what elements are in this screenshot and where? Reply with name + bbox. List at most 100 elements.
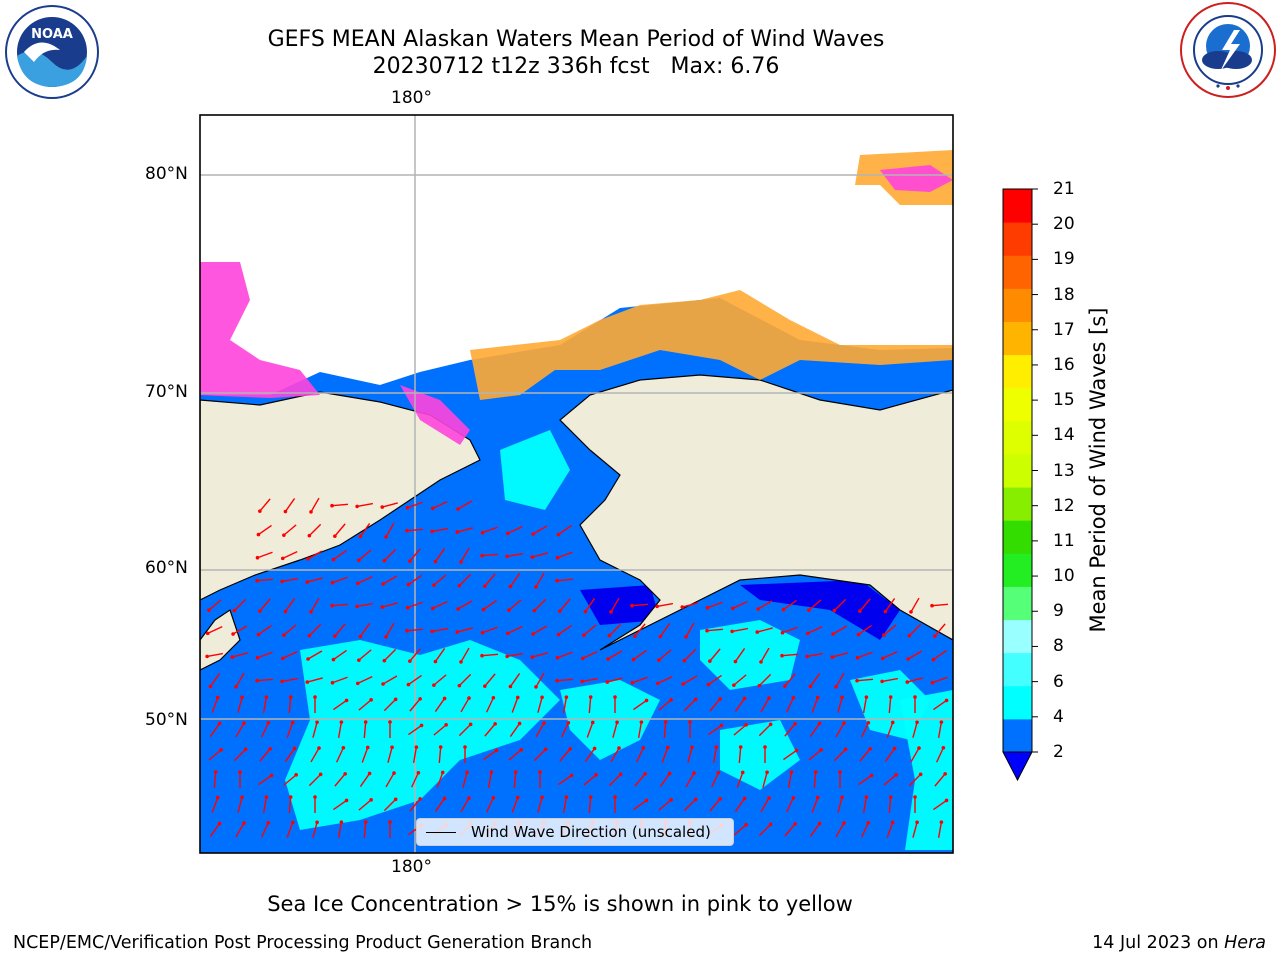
wave-direction-arrowhead-314 [840,795,844,800]
wave-direction-arrow-23 [257,551,273,559]
wave-direction-arrowhead-100 [730,629,734,634]
wave-direction-arrow-59 [457,600,473,610]
wave-direction-arrowhead-146 [381,682,385,686]
wave-direction-arrowhead-256 [892,746,897,751]
colorbar-tick-label-19: 19 [1053,249,1075,270]
footer-host: Hera [1224,933,1266,953]
wave-direction-arrowhead-88 [430,629,434,634]
wave-direction-arrow-155 [607,677,623,683]
wave-direction-arrowhead-102 [780,630,785,635]
wave-direction-arrowhead-112 [280,656,285,661]
wave-direction-arrow-37 [281,577,299,583]
wave-direction-arrowhead-132 [780,653,784,658]
map-frame [199,114,954,854]
wave-direction-arrowhead-169 [215,695,220,700]
wave-direction-arrow-315 [862,796,868,814]
wave-direction-arrowhead-296 [393,797,398,802]
wave-direction-arrow-208 [433,724,447,736]
wave-direction-arrowhead-141 [255,678,259,683]
wave-direction-arrow-126 [633,649,647,661]
wave-direction-arrow-288 [934,773,946,787]
wave-direction-arrowhead-220 [744,723,748,727]
wave-direction-arrowhead-340 [744,823,748,827]
wave-direction-arrowhead-47 [534,585,538,589]
sea-ice-5 [880,165,953,192]
wave-direction-arrow-6 [382,502,398,508]
wave-direction-arrowhead-257 [917,746,921,750]
wave-direction-arrowhead-20 [505,531,510,536]
wave-direction-arrow-294 [333,799,347,811]
chart-subtitle: 20230712 t12z 336h fcst Max: 6.76 [372,54,780,79]
wave-direction-arrow-232 [284,748,296,762]
wave-direction-arrowhead-207 [419,723,424,728]
colorbar-segment-12 [1003,354,1032,389]
wave-direction-arrowhead-293 [313,795,317,799]
wave-direction-arrowhead-165 [855,678,859,683]
wave-direction-arrowhead-285 [869,773,874,778]
wave-period-patch-3 [700,620,800,690]
wave-direction-arrow-188 [683,698,697,712]
wave-direction-arrow-244 [584,748,596,762]
wave-direction-arrowhead-348 [939,820,944,824]
wave-direction-arrowhead-280 [740,770,745,775]
wave-direction-arrowhead-21 [531,532,535,536]
wave-direction-arrow-123 [557,651,573,659]
wave-direction-arrow-80 [232,625,248,635]
wave-direction-arrow-231 [259,748,271,762]
wave-direction-arrow-285 [858,774,872,786]
wave-direction-arrow-94 [583,624,597,636]
wave-direction-arrowhead-17 [430,529,434,534]
wave-direction-arrowhead-78 [930,603,934,608]
wave-direction-arrowhead-39 [330,580,335,585]
wave-direction-arrow-270 [487,771,493,789]
wave-direction-arrowhead-108 [933,634,937,638]
wave-direction-arrow-316 [888,796,892,814]
noaa-logo: NOAA [5,5,99,99]
legend-line-sample [426,832,456,833]
wave-direction-arrowhead-249 [714,745,719,749]
wave-direction-arrow-278 [685,772,695,788]
wave-direction-arrowhead-110 [230,655,235,659]
wave-direction-arrowhead-145 [355,681,360,686]
wave-direction-arrowhead-310 [742,796,747,801]
wave-direction-arrowhead-173 [313,695,317,699]
wave-direction-arrow-117 [409,648,421,662]
wave-direction-arrowhead-12 [307,533,312,538]
wave-direction-arrowhead-131 [759,660,763,664]
wave-direction-arrowhead-126 [631,657,636,662]
wave-direction-arrow-144 [332,676,348,684]
wave-direction-arrowhead-34 [530,555,535,559]
wave-direction-arrow-75 [859,598,871,612]
wave-direction-arrowhead-140 [234,685,238,689]
wave-direction-arrow-160 [733,674,747,686]
wave-direction-arrow-146 [382,675,398,685]
wave-direction-arrowhead-25 [306,557,310,561]
wave-direction-arrowhead-244 [592,746,597,751]
wave-direction-arrowhead-5 [355,504,359,509]
wave-direction-arrow-103 [807,625,823,635]
colorbar-tick-label-17: 17 [1053,319,1075,340]
colorbar-segment-5 [1003,586,1032,621]
wave-direction-arrowhead-179 [467,696,471,700]
wave-direction-arrowhead-55 [355,604,359,609]
wave-direction-arrowhead-96 [633,634,637,638]
wave-direction-arrowhead-214 [590,720,595,725]
wave-direction-arrow-124 [582,650,598,660]
wave-direction-arrowhead-263 [318,772,323,777]
wave-direction-arrowhead-172 [288,695,293,699]
wave-direction-arrowhead-288 [943,772,947,776]
wave-direction-arrowhead-72 [781,607,786,612]
wave-direction-arrowhead-130 [733,659,738,664]
wave-direction-arrow-187 [658,699,672,711]
wave-direction-arrow-249 [712,746,718,764]
wave-direction-arrowhead-83 [307,633,312,638]
wave-direction-arrow-230 [233,748,247,762]
wave-direction-arrow-158 [682,675,698,685]
wave-direction-arrowhead-260 [238,770,242,774]
wave-direction-arrow-7 [407,501,423,509]
wave-direction-arrow-24 [282,550,298,560]
wave-direction-arrow-280 [736,772,744,788]
colorbar-tick-label-9: 9 [1053,601,1064,622]
wave-direction-arrowhead-289 [215,795,220,800]
wave-direction-arrowhead-32 [480,553,484,558]
